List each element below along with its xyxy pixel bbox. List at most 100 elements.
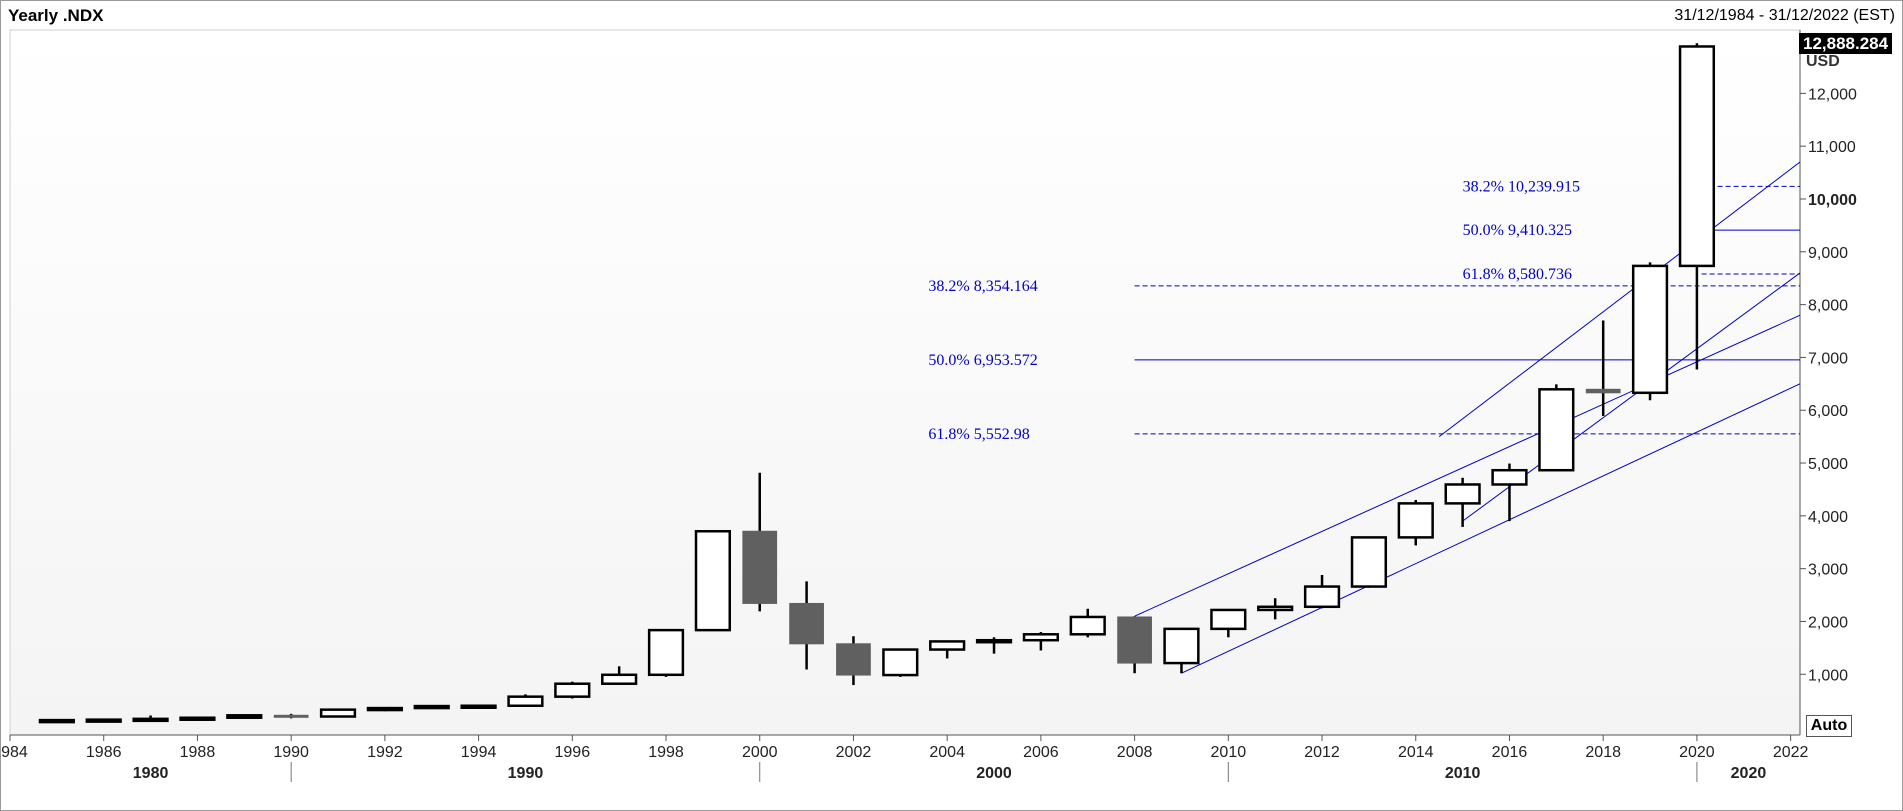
y-tick-label: 7,000 [1808,350,1848,367]
candle [601,666,638,685]
x-decade-label: 2000 [976,765,1012,782]
x-decade-label: 2010 [1445,765,1481,782]
candle-body [460,704,497,709]
candle [1444,477,1481,527]
auto-scale-button[interactable]: Auto [1806,715,1852,737]
fibonacci-levels: 38.2% 10,239.915 50.0% 9,410.325 61.8% 8,5… [928,178,1800,443]
candle [1678,43,1716,370]
y-tick-label: 11,000 [1808,139,1856,156]
y-tick-label: 2,000 [1808,614,1848,631]
x-tick-label: 2012 [1304,744,1340,761]
candle-body [929,640,966,651]
date-range: 31/12/1984 - 31/12/2022 (EST) [1674,7,1895,24]
last-price-badge: 12,888.284 [1799,33,1893,54]
y-axis: 1,000 2,000 3,000 4,000 5,000 6,000 7,000 8,000… [1800,86,1857,684]
candles [38,43,1716,724]
candle [1117,616,1152,674]
candle [319,708,357,718]
candle [1538,384,1575,472]
chart-title: Yearly .NDX [8,6,104,25]
y-tick-label: 3,000 [1808,562,1848,579]
candle-body [647,628,685,677]
y-tick-label: 5,000 [1808,456,1848,473]
candle [366,706,403,712]
candle [975,637,1013,654]
candle-body [366,706,403,712]
candle [694,530,731,632]
candle [647,628,685,677]
x-decade-label: 1990 [508,765,544,782]
candle [460,704,497,709]
x-tick-label: 2002 [836,744,872,761]
trendline [1134,314,1801,617]
candle-body [226,714,263,719]
candle-body [1163,627,1200,665]
x-tick-label: 1994 [461,744,497,761]
candle-body [1538,388,1575,472]
candle-body [1491,468,1528,486]
y-tick-label: 1,000 [1808,667,1848,684]
trendline [1438,161,1801,438]
y-tick-label: 6,000 [1808,403,1848,420]
candle-body [319,708,357,718]
x-tick-label: 2004 [929,744,965,761]
candle [1585,320,1621,417]
candle [413,704,450,710]
fib-level-label: 61.8% 8,580.736 [1463,266,1572,283]
fib-level-label: 61.8% 5,552.98 [928,426,1029,443]
candle [554,681,591,699]
candle-body [1022,633,1060,642]
y-tick-label: 10,000 [1808,192,1857,209]
candle-body [85,718,122,723]
candle [85,718,122,723]
candle-body [1631,264,1669,395]
y-tick-label: 4,000 [1808,509,1848,526]
candle-body [601,673,638,685]
candle-body [38,718,75,724]
x-decade-label: 2020 [1731,765,1767,782]
candle [1022,632,1060,651]
x-tick-label: 2018 [1585,744,1621,761]
candle-body [836,643,871,676]
candle [1257,598,1294,620]
y-tick-label: 12,000 [1808,86,1857,103]
candle [1069,608,1106,638]
x-tick-label: 2010 [1211,744,1247,761]
x-tick-label: 1984 [0,744,28,761]
x-tick-label: 1988 [180,744,216,761]
candle [132,715,169,723]
x-tick-label: 1990 [273,744,309,761]
candle [1350,536,1388,588]
candle-body [1678,45,1716,268]
candle-body [1350,536,1388,588]
candle-body [975,638,1013,644]
x-decade-label: 1980 [133,765,169,782]
candle [273,713,309,719]
x-tick-label: 2006 [1023,744,1059,761]
candle-body [273,714,309,718]
candle-body [179,716,216,721]
y-tick-label: 8,000 [1808,298,1848,315]
trendline [1181,383,1801,674]
candle-body [413,704,450,710]
x-tick-label: 1996 [555,744,591,761]
plot-area[interactable] [9,29,1801,736]
candle [179,716,216,721]
candle-body [1069,615,1106,636]
fib-level-label: 50.0% 9,410.325 [1463,222,1572,239]
candle [742,472,778,612]
x-tick-label: 2016 [1492,744,1528,761]
fib-level-label: 50.0% 6,953.572 [928,352,1037,369]
x-tick-label: 2022 [1773,744,1809,761]
candle [836,636,871,686]
candle-body [742,530,778,604]
candle-body [554,682,591,698]
x-tick-label: 1992 [367,744,403,761]
candle [1303,574,1341,609]
fib-level-label: 38.2% 10,239.915 [1463,178,1580,195]
candle-body [789,602,824,645]
candle-body [132,717,169,723]
candle-body [507,695,544,707]
candle [1491,463,1528,522]
